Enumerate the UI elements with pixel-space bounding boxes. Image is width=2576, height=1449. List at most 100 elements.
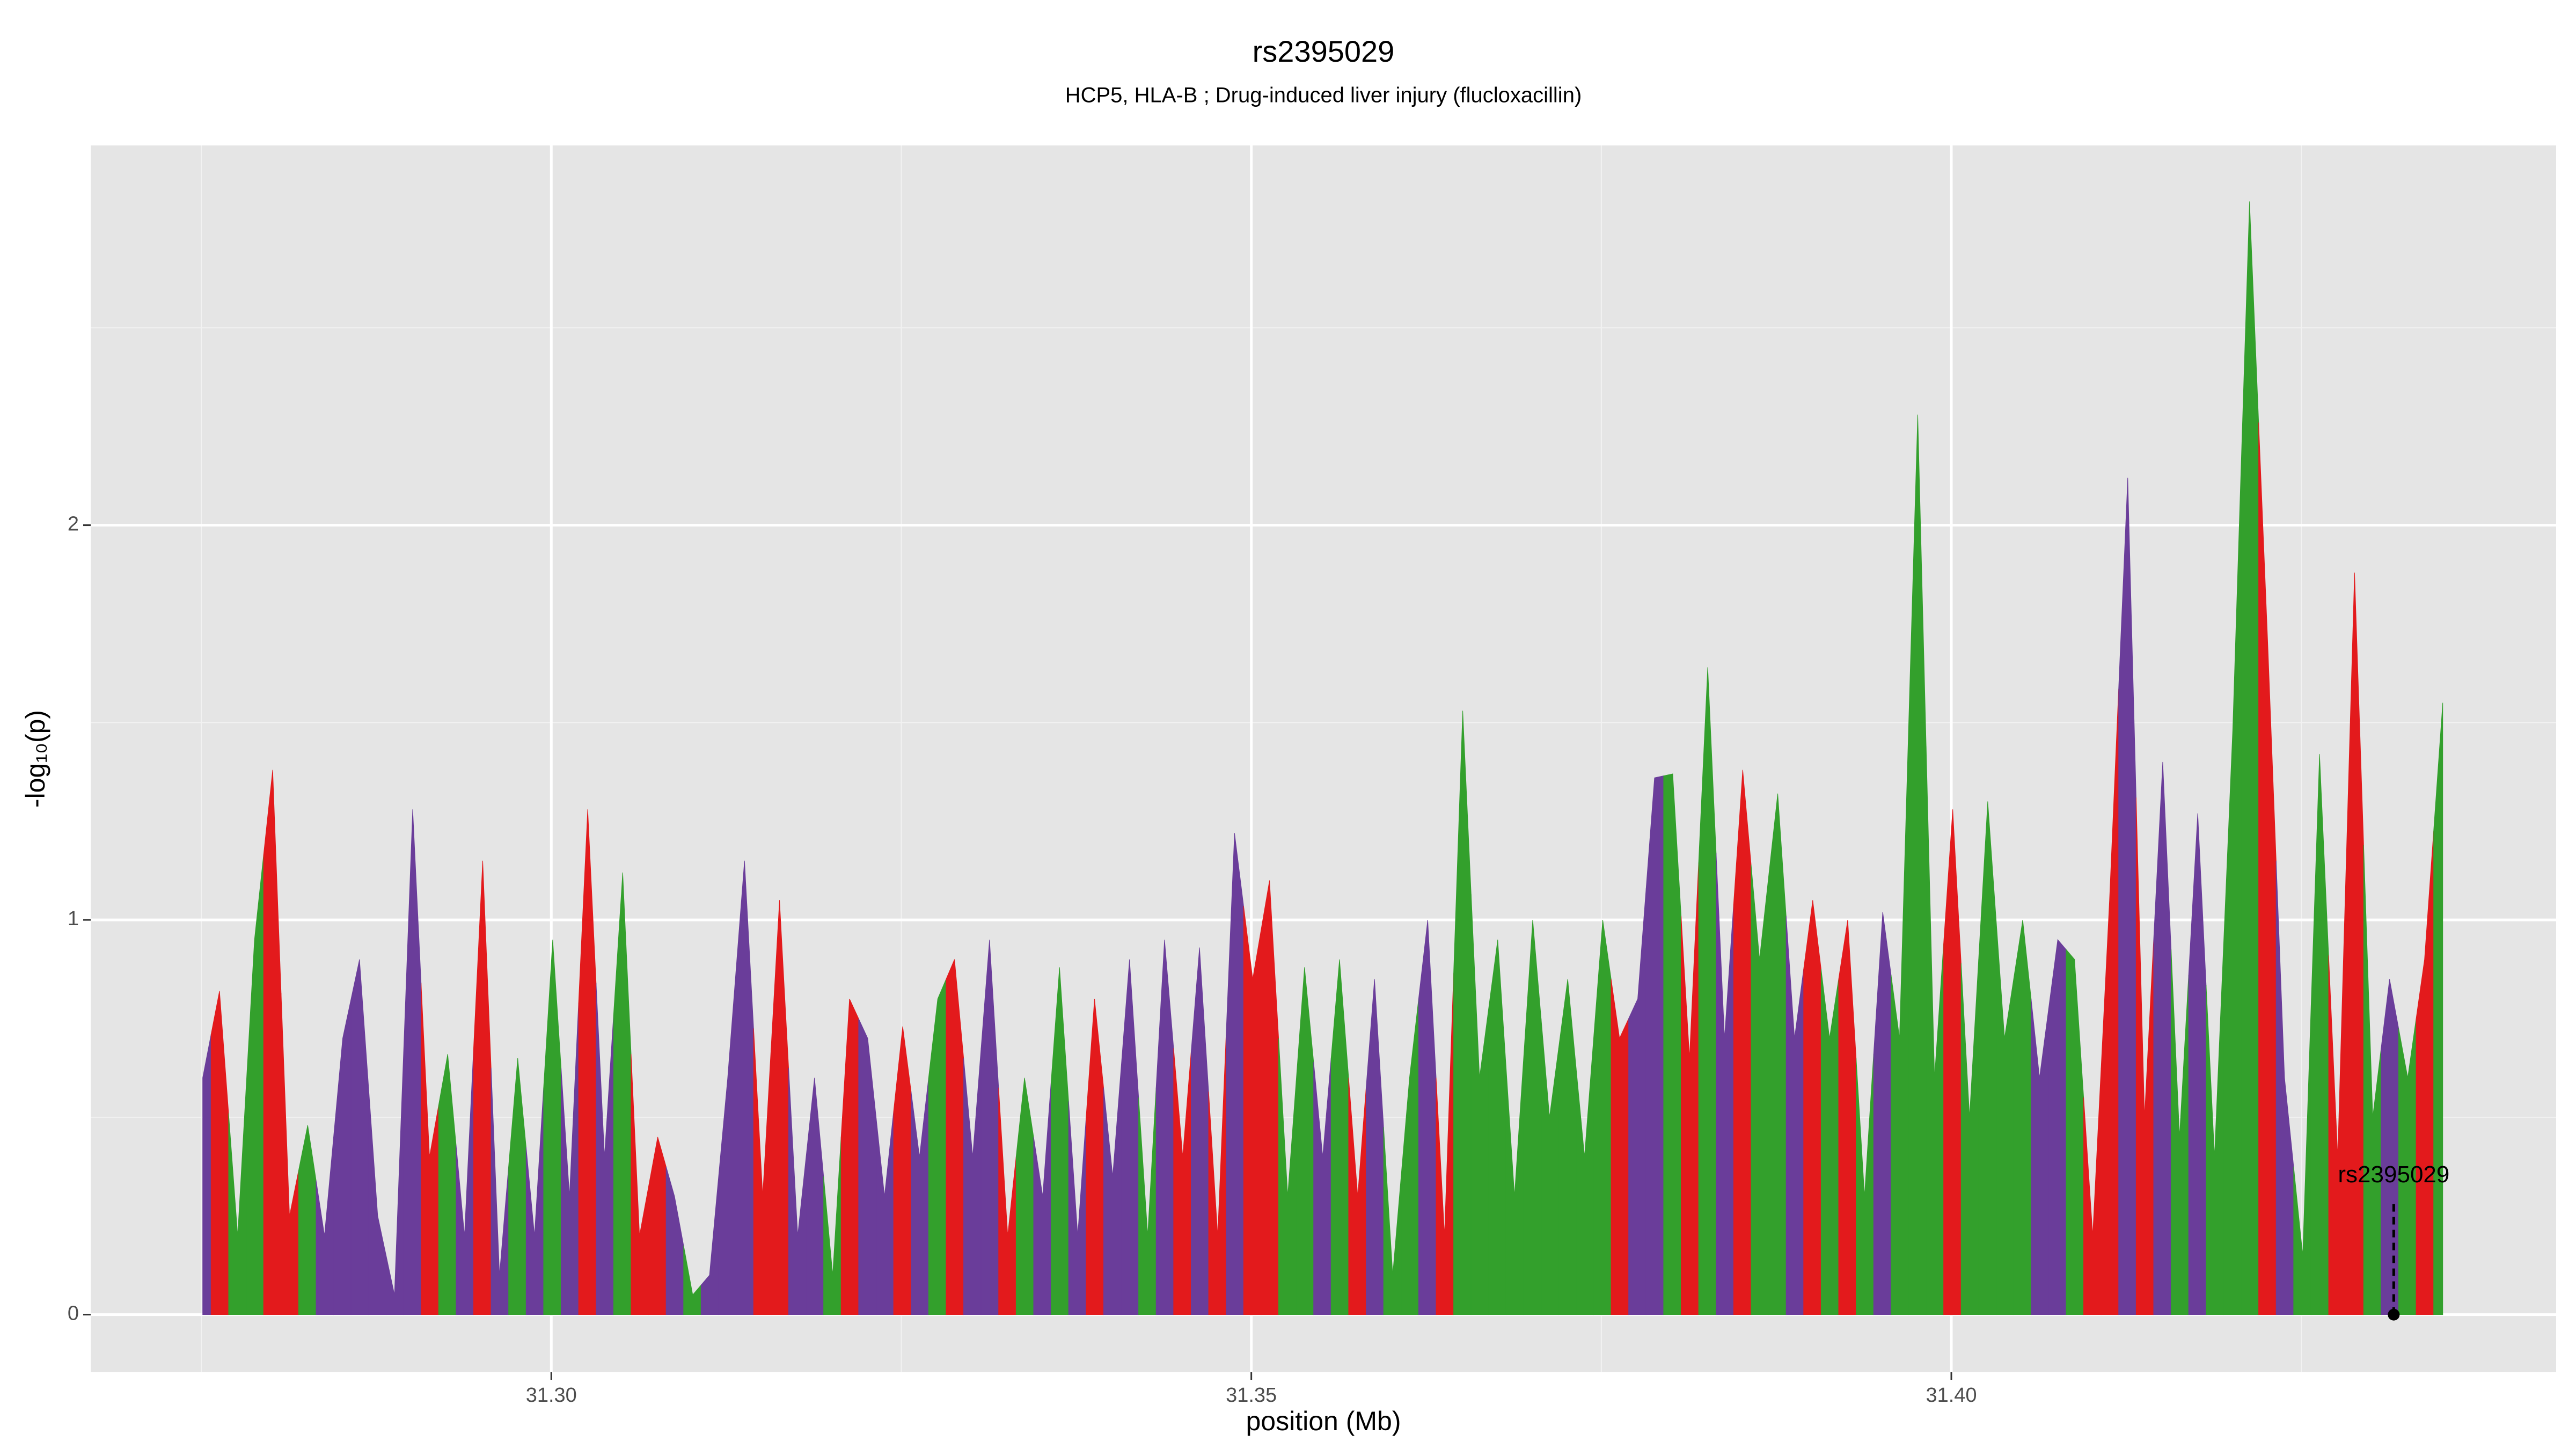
area-segment: [1768, 793, 1787, 1315]
area-segment: [246, 854, 264, 1315]
area-segment: [491, 1067, 509, 1315]
area-segment: [1960, 959, 1979, 1315]
area-segment: [525, 1087, 544, 1315]
area-segment: [1086, 999, 1104, 1315]
area-segment: [1015, 1078, 1034, 1315]
area-segment: [1803, 900, 1821, 1315]
area-segment: [1470, 894, 1489, 1315]
area-segment: [1296, 967, 1314, 1315]
area-segment: [1068, 1101, 1087, 1315]
area-segment: [385, 1052, 404, 1315]
area-segment: [1891, 726, 1909, 1315]
area-segment: [1190, 947, 1209, 1315]
area-segment: [700, 1176, 719, 1315]
area-segment: [2206, 943, 2224, 1315]
area-segment: [753, 1028, 772, 1315]
area-segment: [858, 1018, 877, 1315]
area-segment: [1663, 773, 1682, 1315]
area-segment: [1978, 801, 1997, 1315]
area-segment: [1226, 833, 1244, 1315]
area-segment: [1908, 414, 1927, 1315]
annotation-point: [2388, 1308, 2400, 1321]
area-segment: [421, 983, 439, 1315]
area-segment: [665, 1166, 684, 1315]
area-segment: [2171, 949, 2189, 1315]
y-tick-label: 1: [68, 908, 79, 930]
area-segment: [1488, 939, 1506, 1315]
area-segment: [1733, 770, 1752, 1315]
area-segment: [998, 1087, 1016, 1315]
area-segment: [946, 959, 964, 1315]
area-segment: [1138, 1087, 1157, 1315]
area-segment: [1785, 916, 1804, 1315]
x-tick-label: 31.35: [1226, 1384, 1277, 1407]
area-segment: [1645, 775, 1664, 1315]
area-segment: [1628, 888, 1646, 1315]
area-segment: [1436, 973, 1454, 1315]
area-segment: [1103, 1067, 1122, 1315]
area-segment: [2101, 689, 2119, 1315]
area-segment: [333, 999, 352, 1315]
area-segment: [1348, 1078, 1367, 1315]
area-segment: [788, 1067, 807, 1315]
x-axis-label: position (Mb): [1246, 1406, 1401, 1436]
area-segment: [2398, 1018, 2417, 1315]
y-tick-label: 2: [68, 513, 79, 536]
area-segment: [403, 809, 422, 1315]
area-segment: [1243, 906, 1262, 1315]
area-segment: [928, 979, 947, 1315]
area-segment: [876, 1111, 894, 1315]
area-segment: [2013, 920, 2032, 1315]
area-segment: [1541, 1018, 1559, 1315]
x-tick-label: 31.40: [1926, 1384, 1977, 1407]
area-segment: [438, 1054, 457, 1315]
y-tick-label: 0: [68, 1302, 79, 1325]
area-segment: [1943, 809, 1962, 1315]
area-segment: [2066, 948, 2084, 1315]
area-segment: [2153, 762, 2172, 1315]
area-segment: [806, 1078, 824, 1315]
area-segment: [2293, 1005, 2311, 1315]
area-segment: [1155, 939, 1174, 1315]
area-segment: [2363, 845, 2382, 1315]
area-segment: [1873, 912, 1892, 1315]
area-segment: [1330, 959, 1349, 1315]
area-segment: [1383, 1127, 1402, 1315]
area-segment: [508, 1058, 526, 1315]
area-segment: [893, 1026, 912, 1315]
area-segment: [631, 1054, 649, 1315]
area-segment: [473, 860, 492, 1315]
area-segment: [561, 1002, 579, 1315]
area-segment: [298, 1125, 317, 1315]
area-segment: [1523, 920, 1542, 1315]
area-segment: [2241, 201, 2259, 1315]
area-segment: [1751, 865, 1769, 1315]
area-segment: [1996, 920, 2014, 1315]
area-segment: [2118, 478, 2136, 1315]
area-segment: [1033, 1081, 1052, 1315]
area-segment: [2258, 422, 2277, 1315]
area-segment: [456, 1048, 474, 1315]
y-axis-label: -log₁₀(p): [20, 710, 50, 808]
area-segment: [683, 1245, 701, 1315]
area-segment: [1856, 1054, 1874, 1315]
area-segment: [911, 1078, 929, 1315]
area-segment: [350, 959, 369, 1315]
area-segment: [2416, 831, 2434, 1315]
area-segment: [543, 939, 562, 1315]
area-segment: [2328, 865, 2347, 1315]
area-segment: [1716, 853, 1734, 1315]
area-segment: [2048, 939, 2067, 1315]
area-segment: [2275, 860, 2294, 1315]
area-segment: [736, 860, 754, 1315]
area-segment: [1611, 979, 1629, 1315]
area-segment: [2310, 754, 2329, 1315]
area-segment: [1505, 1058, 1524, 1315]
area-segment: [1366, 979, 1384, 1315]
area-segment: [2188, 813, 2207, 1315]
area-segment: [1820, 969, 1839, 1315]
area-segment: [1208, 1034, 1227, 1315]
annotation-label: rs2395029: [2338, 1161, 2449, 1188]
area-segment: [578, 809, 597, 1315]
